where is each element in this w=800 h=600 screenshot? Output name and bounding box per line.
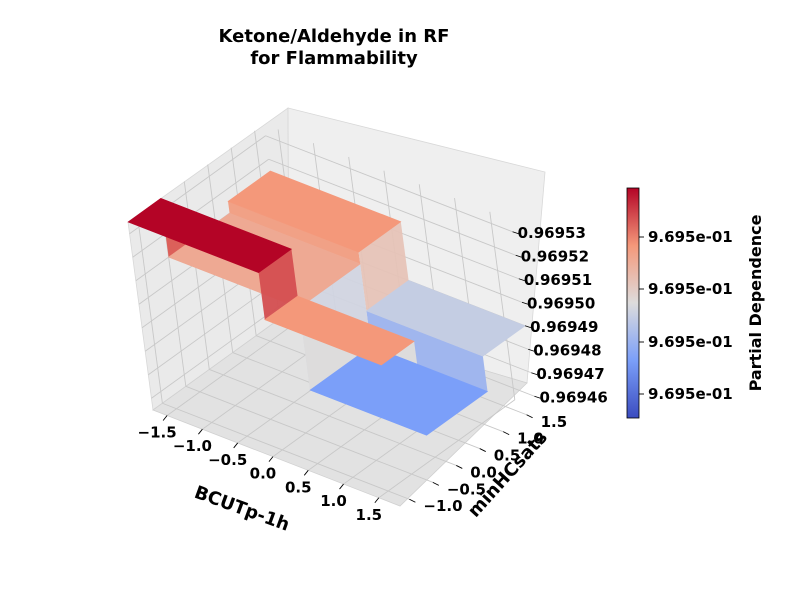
grid-line-z-back xyxy=(265,135,513,233)
z-tick-mark xyxy=(512,231,519,235)
z-tick-mark xyxy=(521,301,529,305)
surface-plot xyxy=(127,170,526,436)
grid-line-x-floor xyxy=(166,317,304,416)
y-tick-label: 0.0 xyxy=(470,463,497,481)
z-tick-label: 0.96948 xyxy=(533,341,601,359)
z-tick-mark xyxy=(524,325,532,329)
x-tick-label: −1.5 xyxy=(138,423,177,441)
surface-step-wall xyxy=(358,221,409,311)
y-tick-mark xyxy=(502,431,510,436)
x-tick-label: −1.0 xyxy=(173,437,212,455)
x-axis-label: BCUTp-1h xyxy=(192,482,293,536)
z-tick-mark xyxy=(531,372,538,376)
z-tick-mark xyxy=(518,278,525,282)
grid-line-y-floor xyxy=(162,402,410,500)
x-tick-mark xyxy=(233,442,239,449)
colorbar-tick-label: 9.695e-01 xyxy=(648,280,733,298)
y-tick-mark xyxy=(456,465,463,469)
z-tick-label: 0.96953 xyxy=(518,224,586,242)
colorbar-label: Partial Dependence xyxy=(746,214,765,391)
grid-line-x-floor xyxy=(378,399,516,499)
y-tick-label: −1.0 xyxy=(423,497,462,515)
x-tick-label: 1.5 xyxy=(356,506,383,524)
z-tick-label: 0.96949 xyxy=(530,318,598,336)
colorbar-ticks: 9.695e-01 9.695e-01 9.695e-01 9.695e-01 xyxy=(639,228,733,403)
grid-line-y-side xyxy=(136,215,163,404)
x-tick-label: 1.0 xyxy=(320,492,347,510)
x-tick-label: −0.5 xyxy=(208,451,247,469)
y-tick-mark xyxy=(479,448,486,452)
surface-patch xyxy=(264,295,415,366)
z-tick-mark xyxy=(515,254,522,258)
z-tick-label: 0.96951 xyxy=(524,271,592,289)
x-tick-mark xyxy=(374,497,380,504)
x-tick-mark xyxy=(198,428,203,435)
surface-patch xyxy=(309,345,489,436)
surface-step-wall xyxy=(258,249,298,320)
grid-line-x-back xyxy=(489,211,516,400)
surface-patch xyxy=(127,197,293,274)
y-tick-mark xyxy=(409,498,416,503)
surface-patch xyxy=(227,170,402,253)
colorbar-tick-label: 9.695e-01 xyxy=(648,385,733,403)
y-tick-mark xyxy=(526,414,533,419)
y-tick-label: 1.5 xyxy=(541,413,568,431)
z-tick-mark xyxy=(534,395,541,399)
grid-line-z-back xyxy=(268,158,516,256)
grid-line-y-floor xyxy=(209,369,457,466)
x-tick-label: 0.5 xyxy=(285,478,312,496)
surface-step-wall xyxy=(228,201,361,264)
colorbar-tick-label: 9.695e-01 xyxy=(648,333,733,351)
z-tick-label: 0.96947 xyxy=(536,365,604,383)
z-tick-mark xyxy=(528,348,535,352)
x-tick-label: 0.0 xyxy=(250,465,277,483)
grid-line-z-side xyxy=(132,158,269,258)
colorbar xyxy=(626,187,640,419)
y-tick-label: 0.5 xyxy=(494,447,521,465)
x-tick-mark xyxy=(268,456,274,462)
colorbar-tick-label: 9.695e-01 xyxy=(648,228,733,246)
z-tick-label: 0.96952 xyxy=(521,247,589,265)
z-tick-label: 0.96946 xyxy=(539,388,607,406)
y-tick-mark xyxy=(432,481,440,486)
grid-line-y-floor xyxy=(185,385,433,483)
y-tick-label: −0.5 xyxy=(447,480,486,498)
chart-title-line2: for Flammability xyxy=(250,48,418,69)
x-tick-mark xyxy=(339,483,344,490)
chart-title-line1: Ketone/Aldehyde in RF xyxy=(219,26,450,47)
x-tick-mark xyxy=(303,470,309,476)
x-tick-mark xyxy=(162,415,168,421)
axis-ticks: −1.5−1.0−0.50.00.51.01.5 −1.0−0.50.00.51.… xyxy=(138,224,608,524)
surface-step-wall xyxy=(366,310,488,392)
z-tick-label: 0.96950 xyxy=(527,294,595,312)
y-tick-label: 1.0 xyxy=(517,430,544,448)
